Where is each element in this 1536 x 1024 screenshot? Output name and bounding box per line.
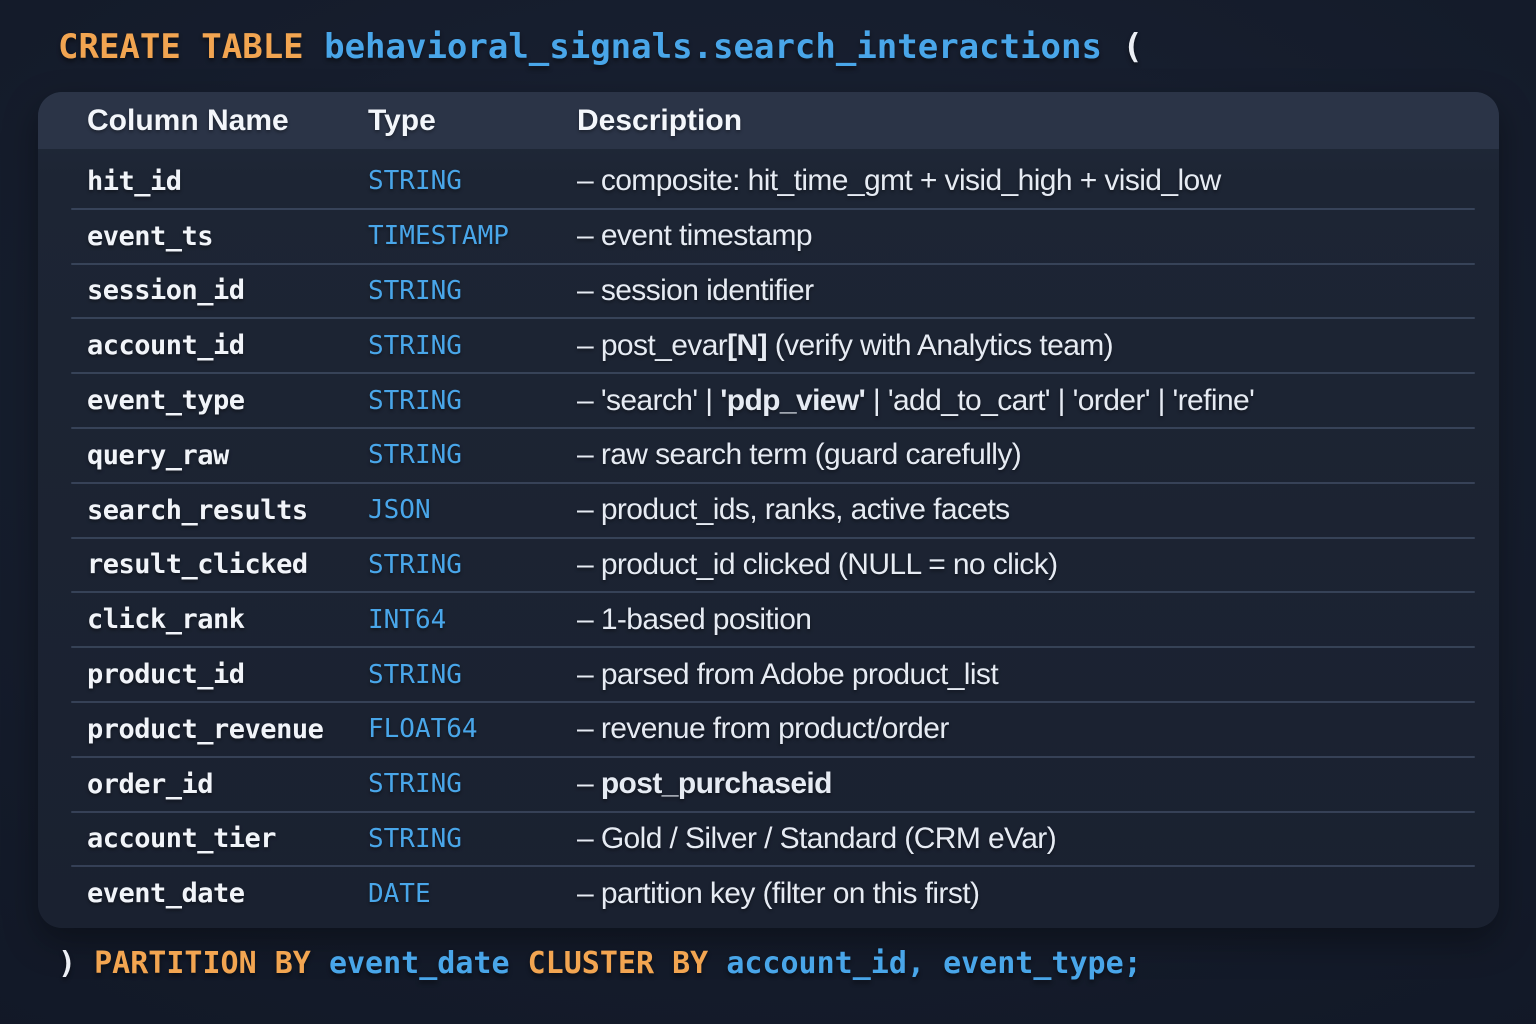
column-name-cell: event_ts	[87, 220, 214, 252]
type-cell: TIMESTAMP	[368, 221, 509, 252]
code-segment: 'pdp_view'	[720, 383, 866, 417]
table-row: product_id STRING – parsed from Adobe pr…	[38, 646, 1499, 702]
table-row: account_tier STRING – Gold / Silver / St…	[38, 810, 1499, 867]
code-segment: – event timestamp	[577, 219, 813, 253]
code-segment: post_purchaseid	[600, 767, 833, 801]
code-segment: – 1-based position	[577, 602, 812, 636]
code-segment: | 'add_to_cart' | 'order' | 'refine'	[865, 383, 1255, 417]
schema-table-panel: Column Name Type Description hit_id STRI…	[38, 92, 1499, 928]
code-segment: – partition key (filter on this first)	[577, 876, 980, 910]
code-segment: – parsed from Adobe product_list	[577, 657, 999, 691]
column-name-cell: account_tier	[87, 823, 277, 855]
description-cell: – composite: hit_time_gmt + visid_high +…	[577, 164, 1499, 198]
description-cell: – revenue from product/order	[577, 712, 1499, 746]
schema-table-header-row: Column Name Type Description	[38, 92, 1499, 149]
type-cell: DATE	[368, 878, 431, 909]
column-header-type: Type	[368, 103, 436, 137]
column-header-name: Column Name	[87, 103, 289, 137]
column-name-cell: event_type	[87, 385, 245, 417]
code-segment: – session identifier	[577, 273, 814, 307]
type-cell: STRING	[368, 549, 462, 580]
code-segment: (	[1101, 27, 1143, 67]
code-segment: CREATE TABLE	[58, 27, 325, 67]
description-cell: – raw search term (guard carefully)	[577, 438, 1499, 472]
table-row: click_rank INT64 – 1-based position	[38, 591, 1499, 647]
description-cell: – event timestamp	[577, 219, 1499, 253]
column-name-cell: account_id	[87, 330, 245, 362]
type-cell: STRING	[368, 330, 462, 361]
type-cell: STRING	[368, 823, 462, 854]
table-row: account_id STRING – post_evar[N] (verify…	[38, 317, 1499, 373]
column-name-cell: search_results	[87, 494, 308, 526]
column-name-cell: hit_id	[87, 165, 182, 197]
code-segment: [N]	[727, 328, 768, 362]
description-cell: – 'search' | 'pdp_view' | 'add_to_cart' …	[577, 384, 1499, 418]
code-segment: – Gold / Silver / Standard (CRM eVar)	[577, 821, 1057, 855]
description-cell: – partition key (filter on this first)	[577, 877, 1499, 911]
description-cell: – 1-based position	[577, 603, 1499, 637]
code-segment: – raw search term (guard carefully)	[577, 438, 1022, 472]
type-cell: INT64	[368, 604, 447, 635]
description-cell: – product_ids, ranks, active facets	[577, 493, 1499, 527]
code-segment: account_id	[726, 946, 907, 981]
code-segment: behavioral_signals.search_interactions	[324, 27, 1102, 67]
table-row: search_results JSON – product_ids, ranks…	[38, 481, 1499, 538]
sql-create-statement: CREATE TABLE behavioral_signals.search_i…	[58, 27, 1143, 67]
code-segment: (verify with Analytics team)	[767, 328, 1114, 362]
code-segment: event_date	[328, 946, 528, 981]
table-row: event_ts TIMESTAMP – event timestamp	[38, 207, 1499, 264]
table-row: hit_id STRING – composite: hit_time_gmt …	[38, 154, 1499, 209]
code-segment: event_type;	[943, 946, 1142, 981]
table-row: session_id STRING – session identifier	[38, 262, 1499, 319]
code-segment: ,	[906, 946, 944, 981]
code-segment: –	[577, 767, 601, 801]
column-name-cell: click_rank	[87, 604, 245, 636]
code-segment: – revenue from product/order	[577, 712, 949, 746]
column-name-cell: order_id	[87, 768, 214, 800]
type-cell: FLOAT64	[368, 714, 478, 745]
description-cell: – session identifier	[577, 274, 1499, 308]
table-row: product_revenue FLOAT64 – revenue from p…	[38, 700, 1499, 757]
column-name-cell: event_date	[87, 878, 245, 910]
column-header-description: Description	[577, 103, 743, 137]
column-name-cell: product_id	[87, 659, 245, 691]
table-row: event_type STRING – 'search' | 'pdp_view…	[38, 372, 1499, 428]
type-cell: STRING	[368, 166, 462, 197]
column-name-cell: product_revenue	[87, 713, 324, 745]
description-cell: – post_evar[N] (verify with Analytics te…	[577, 329, 1499, 363]
description-cell: – post_purchaseid	[577, 767, 1499, 801]
type-cell: STRING	[368, 769, 462, 800]
column-name-cell: query_raw	[87, 439, 229, 471]
type-cell: JSON	[368, 495, 431, 526]
description-cell: – parsed from Adobe product_list	[577, 658, 1499, 692]
column-name-cell: result_clicked	[87, 549, 308, 581]
table-row: query_raw STRING – raw search term (guar…	[38, 426, 1499, 483]
sql-partition-clause: ) PARTITION BY event_date CLUSTER BY acc…	[58, 944, 1142, 984]
table-row: event_date DATE – partition key (filter …	[38, 865, 1499, 921]
code-segment: – post_evar	[577, 328, 728, 362]
code-segment: – product_id clicked (NULL = no click)	[577, 547, 1058, 581]
description-cell: – product_id clicked (NULL = no click)	[577, 548, 1499, 582]
code-segment: – composite: hit_time_gmt + visid_high +…	[577, 164, 1221, 198]
code-segment: – 'search' |	[577, 383, 721, 417]
type-cell: STRING	[368, 659, 462, 690]
code-segment: CLUSTER BY	[527, 946, 727, 981]
table-row: order_id STRING – post_purchaseid	[38, 755, 1499, 812]
schema-table-body: hit_id STRING – composite: hit_time_gmt …	[38, 149, 1499, 921]
code-segment: PARTITION BY	[94, 946, 329, 981]
column-name-cell: session_id	[87, 275, 245, 307]
type-cell: STRING	[368, 440, 462, 471]
code-segment: )	[58, 946, 95, 981]
table-row: result_clicked STRING – product_id click…	[38, 536, 1499, 593]
code-segment: – product_ids, ranks, active facets	[577, 493, 1010, 527]
type-cell: STRING	[368, 385, 462, 416]
type-cell: STRING	[368, 275, 462, 306]
description-cell: – Gold / Silver / Standard (CRM eVar)	[577, 822, 1499, 856]
